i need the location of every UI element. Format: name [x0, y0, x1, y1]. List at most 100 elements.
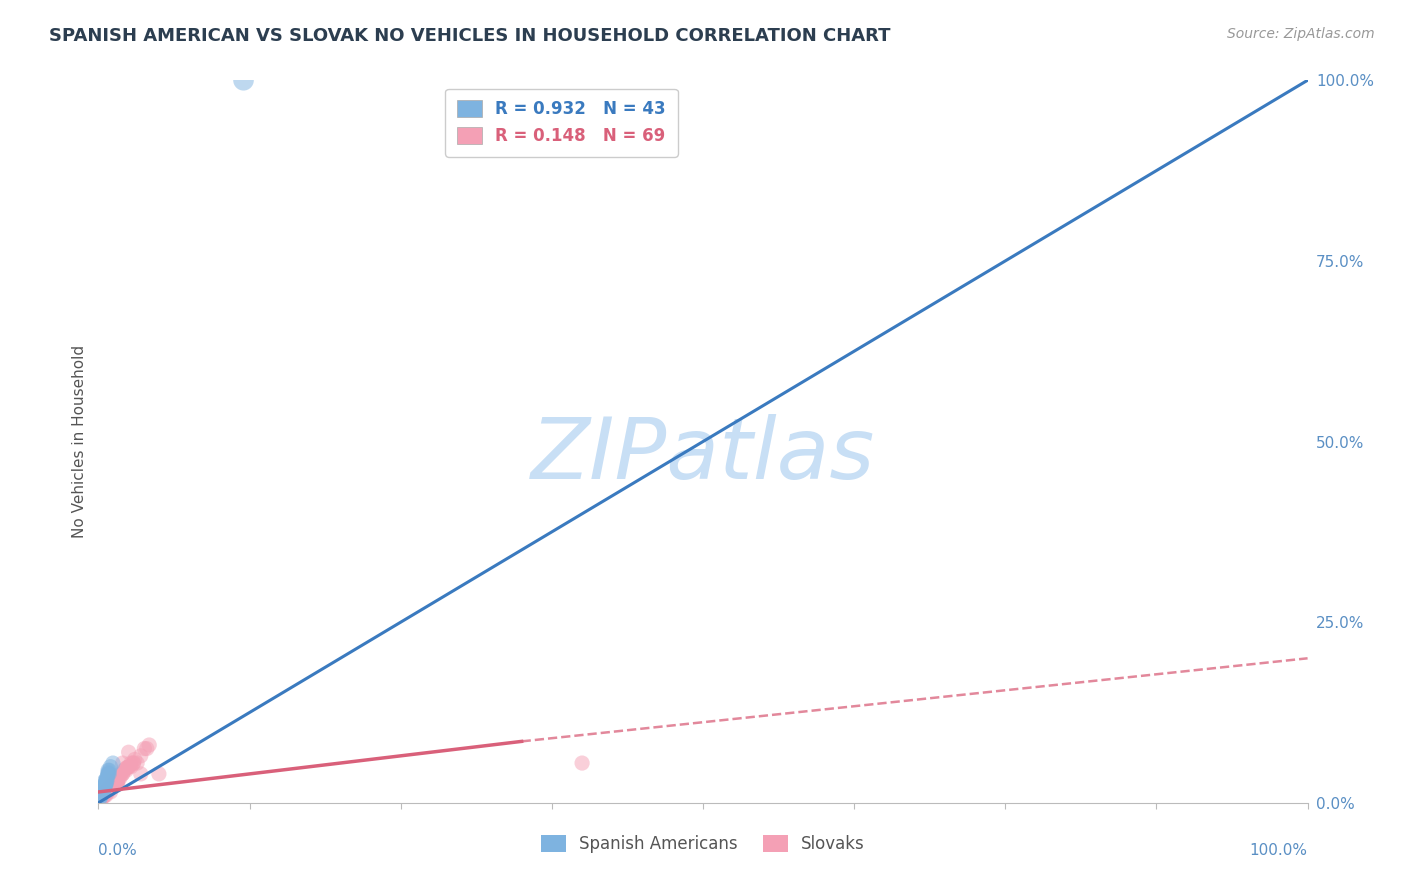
Point: [93, 781, 115, 796]
Point: [107, 772, 129, 787]
Point: [101, 778, 124, 792]
Point: [96, 772, 118, 787]
Point: [94, 778, 117, 792]
Point: [96, 771, 118, 785]
Point: [134, 741, 156, 756]
Point: [94, 785, 117, 799]
Point: [91, 786, 114, 800]
Point: [94, 775, 117, 789]
Point: [105, 774, 128, 789]
Point: [108, 768, 131, 782]
Point: [97, 764, 120, 778]
Point: [129, 748, 152, 763]
Point: [129, 767, 152, 781]
Point: [93, 781, 115, 796]
Point: [111, 756, 134, 770]
Point: [118, 760, 141, 774]
Point: [90, 789, 112, 803]
Point: [94, 778, 117, 792]
Point: [94, 782, 117, 797]
Point: [89, 792, 111, 806]
Point: [232, 73, 254, 87]
Point: [97, 782, 120, 797]
Point: [94, 775, 117, 789]
Text: Source: ZipAtlas.com: Source: ZipAtlas.com: [1227, 27, 1375, 41]
Point: [91, 782, 114, 797]
Point: [107, 778, 129, 792]
Text: 100.0%: 100.0%: [1250, 843, 1308, 857]
Point: [97, 782, 120, 797]
Point: [96, 785, 118, 799]
Point: [94, 774, 117, 789]
Point: [93, 789, 115, 803]
Point: [93, 785, 115, 799]
Point: [96, 774, 118, 789]
Point: [91, 790, 114, 805]
Point: [101, 771, 124, 785]
Point: [97, 767, 120, 781]
Point: [91, 782, 114, 797]
Point: [105, 772, 128, 787]
Point: [120, 756, 142, 770]
Point: [93, 780, 115, 794]
Point: [91, 789, 114, 803]
Point: [91, 781, 114, 796]
Point: [138, 738, 160, 752]
Point: [91, 784, 114, 798]
Point: [111, 767, 134, 781]
Point: [107, 774, 129, 789]
Point: [105, 774, 128, 789]
Point: [93, 780, 115, 794]
Point: [101, 778, 124, 792]
Point: [91, 790, 114, 805]
Point: [108, 767, 131, 781]
Point: [97, 765, 120, 780]
Point: [101, 778, 124, 792]
Point: [124, 752, 146, 766]
Point: [91, 787, 114, 801]
Point: [93, 774, 115, 789]
Point: [135, 741, 157, 756]
Legend: Spanish Americans, Slovaks: Spanish Americans, Slovaks: [534, 828, 872, 860]
Text: SPANISH AMERICAN VS SLOVAK NO VEHICLES IN HOUSEHOLD CORRELATION CHART: SPANISH AMERICAN VS SLOVAK NO VEHICLES I…: [49, 27, 891, 45]
Point: [97, 767, 120, 781]
Y-axis label: No Vehicles in Household: No Vehicles in Household: [72, 345, 87, 538]
Point: [108, 771, 131, 785]
Point: [90, 790, 112, 805]
Point: [91, 781, 114, 796]
Point: [122, 756, 145, 770]
Text: ZIPatlas: ZIPatlas: [531, 415, 875, 498]
Point: [101, 772, 124, 787]
Point: [101, 778, 124, 792]
Point: [571, 756, 593, 770]
Point: [91, 785, 114, 799]
Point: [97, 782, 120, 797]
Point: [91, 783, 114, 797]
Point: [118, 760, 141, 774]
Point: [115, 761, 138, 775]
Point: [115, 764, 138, 778]
Point: [90, 789, 112, 803]
Point: [91, 790, 114, 805]
Point: [91, 785, 114, 799]
Point: [91, 789, 114, 803]
Point: [94, 778, 117, 792]
Point: [94, 789, 117, 803]
Point: [107, 774, 129, 789]
Point: [100, 760, 122, 774]
Point: [97, 781, 120, 796]
Point: [122, 756, 145, 770]
Point: [90, 790, 112, 805]
Point: [127, 756, 149, 770]
Point: [100, 780, 122, 794]
Point: [112, 764, 135, 778]
Point: [90, 790, 112, 805]
Point: [91, 786, 114, 800]
Point: [91, 785, 114, 799]
Point: [118, 745, 141, 759]
Text: 0.0%: 0.0%: [98, 843, 138, 857]
Point: [94, 786, 117, 800]
Point: [148, 767, 170, 781]
Point: [98, 764, 121, 778]
Point: [93, 778, 115, 792]
